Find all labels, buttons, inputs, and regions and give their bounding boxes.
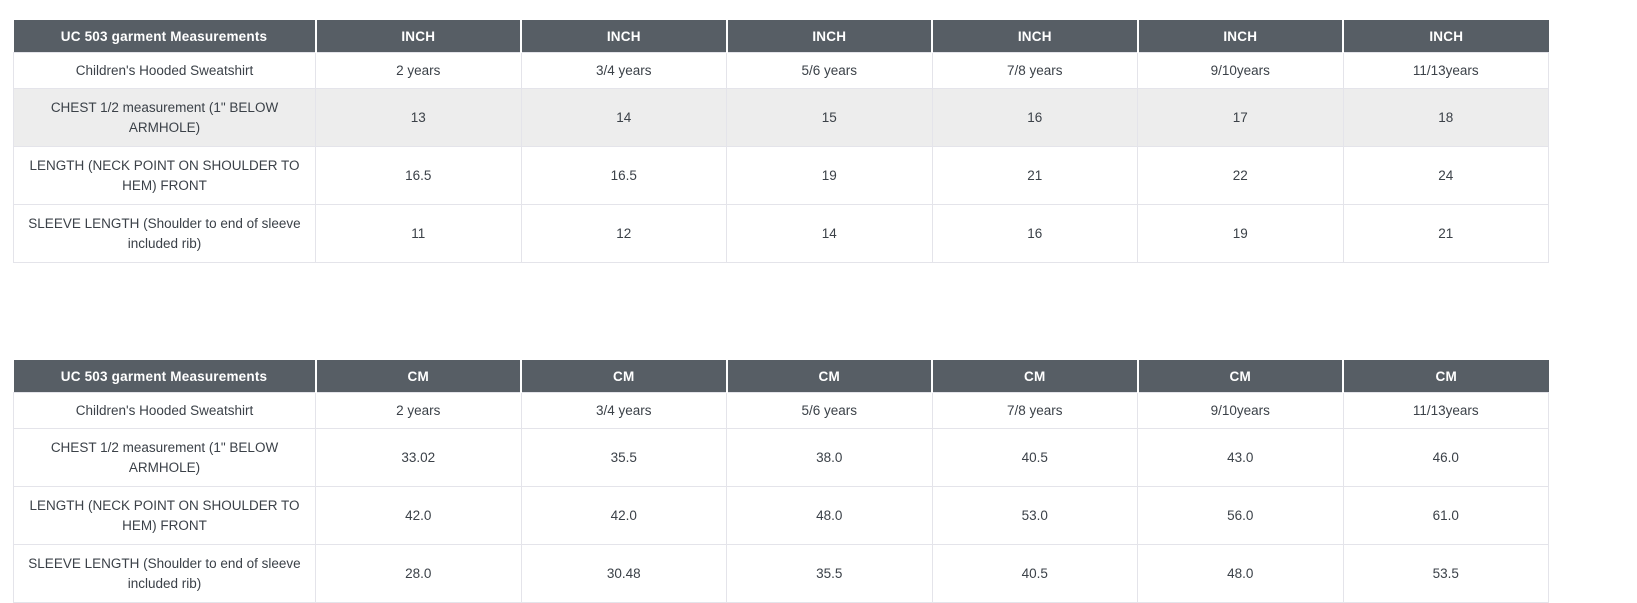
measurement-value-cell: 12 bbox=[520, 204, 727, 263]
product-label: Children's Hooded Sweatshirt bbox=[13, 392, 316, 429]
measurement-value-cell: 40.5 bbox=[931, 544, 1138, 603]
size-option-cell: 5/6 years bbox=[726, 52, 933, 89]
unit-header: INCH bbox=[520, 20, 727, 53]
measurement-value-cell: 17 bbox=[1137, 88, 1344, 147]
measurement-value-cell: 38.0 bbox=[726, 428, 933, 487]
size-option-cell: 11/13years bbox=[1342, 52, 1549, 89]
measurement-value-cell: 56.0 bbox=[1137, 486, 1344, 545]
size-table-cm: UC 503 garment Measurements CM CM CM CM CM CM C… bbox=[13, 360, 1549, 603]
measurement-value-cell: 48.0 bbox=[726, 486, 933, 545]
unit-header: CM bbox=[1136, 360, 1343, 393]
measurement-value-cell: 33.02 bbox=[315, 428, 522, 487]
table-header-row: UC 503 garment Measurements INCH INCH INCH I… bbox=[13, 20, 1549, 53]
measurement-row: SLEEVE LENGTH (Shoulder to end of sleeve… bbox=[13, 544, 1549, 603]
product-label: Children's Hooded Sweatshirt bbox=[13, 52, 316, 89]
measurement-value-cell: 53.0 bbox=[931, 486, 1138, 545]
table-title: UC 503 garment Measurements bbox=[13, 20, 316, 53]
measurement-value-cell: 42.0 bbox=[520, 486, 727, 545]
measurement-value-cell: 40.5 bbox=[931, 428, 1138, 487]
measurement-value-cell: 30.48 bbox=[520, 544, 727, 603]
measurement-value-cell: 16.5 bbox=[315, 146, 522, 205]
measurement-value-cell: 35.5 bbox=[726, 544, 933, 603]
measurement-value-cell: 42.0 bbox=[315, 486, 522, 545]
size-option-cell: 3/4 years bbox=[520, 392, 727, 429]
table-title: UC 503 garment Measurements bbox=[13, 360, 316, 393]
size-option-cell: 9/10years bbox=[1137, 52, 1344, 89]
size-option-cell: 11/13years bbox=[1342, 392, 1549, 429]
size-option-cell: 2 years bbox=[315, 52, 522, 89]
measurement-label: CHEST 1/2 measurement (1" BELOW ARMHOLE) bbox=[13, 428, 316, 487]
measurement-label: SLEEVE LENGTH (Shoulder to end of sleeve… bbox=[13, 544, 316, 603]
product-row: Children's Hooded Sweatshirt 2 years 3/4 y… bbox=[13, 52, 1549, 89]
measurement-value-cell: 19 bbox=[1137, 204, 1344, 263]
measurement-value-cell: 14 bbox=[520, 88, 727, 147]
measurement-value-cell: 22 bbox=[1137, 146, 1344, 205]
measurement-label: LENGTH (NECK POINT ON SHOULDER TO HEM) F… bbox=[13, 146, 316, 205]
size-option-cell: 2 years bbox=[315, 392, 522, 429]
measurement-value-cell: 43.0 bbox=[1137, 428, 1344, 487]
size-option-cell: 7/8 years bbox=[931, 392, 1138, 429]
unit-header: CM bbox=[314, 360, 521, 393]
measurement-label: SLEEVE LENGTH (Shoulder to end of sleeve… bbox=[13, 204, 316, 263]
measurement-row: SLEEVE LENGTH (Shoulder to end of sleeve… bbox=[13, 204, 1549, 263]
unit-header: CM bbox=[931, 360, 1138, 393]
unit-header: CM bbox=[520, 360, 727, 393]
measurement-value-cell: 16 bbox=[931, 204, 1138, 263]
size-table-inch: UC 503 garment Measurements INCH INCH INCH I… bbox=[13, 20, 1549, 263]
size-option-cell: 9/10years bbox=[1137, 392, 1344, 429]
measurement-value-cell: 21 bbox=[1342, 204, 1549, 263]
measurement-value-cell: 46.0 bbox=[1342, 428, 1549, 487]
unit-header: INCH bbox=[931, 20, 1138, 53]
measurement-value-cell: 21 bbox=[931, 146, 1138, 205]
measurement-value-cell: 19 bbox=[726, 146, 933, 205]
table-header-row: UC 503 garment Measurements CM CM CM CM CM CM bbox=[13, 360, 1549, 393]
measurement-value-cell: 61.0 bbox=[1342, 486, 1549, 545]
measurement-row: CHEST 1/2 measurement (1" BELOW ARMHOLE)… bbox=[13, 88, 1549, 147]
measurement-value-cell: 28.0 bbox=[315, 544, 522, 603]
measurement-row: LENGTH (NECK POINT ON SHOULDER TO HEM) F… bbox=[13, 486, 1549, 545]
measurement-value-cell: 14 bbox=[726, 204, 933, 263]
measurement-value-cell: 13 bbox=[315, 88, 522, 147]
measurement-value-cell: 48.0 bbox=[1137, 544, 1344, 603]
unit-header: CM bbox=[1342, 360, 1549, 393]
size-option-cell: 3/4 years bbox=[520, 52, 727, 89]
measurement-value-cell: 11 bbox=[315, 204, 522, 263]
measurement-value-cell: 24 bbox=[1342, 146, 1549, 205]
measurement-value-cell: 15 bbox=[726, 88, 933, 147]
measurement-row: LENGTH (NECK POINT ON SHOULDER TO HEM) F… bbox=[13, 146, 1549, 205]
unit-header: CM bbox=[725, 360, 932, 393]
measurement-value-cell: 16.5 bbox=[520, 146, 727, 205]
size-option-cell: 7/8 years bbox=[931, 52, 1138, 89]
measurement-value-cell: 16 bbox=[931, 88, 1138, 147]
measurement-label: CHEST 1/2 measurement (1" BELOW ARMHOLE) bbox=[13, 88, 316, 147]
unit-header: INCH bbox=[725, 20, 932, 53]
unit-header: INCH bbox=[1342, 20, 1549, 53]
product-row: Children's Hooded Sweatshirt 2 years 3/4 y… bbox=[13, 392, 1549, 429]
measurement-label: LENGTH (NECK POINT ON SHOULDER TO HEM) F… bbox=[13, 486, 316, 545]
size-option-cell: 5/6 years bbox=[726, 392, 933, 429]
measurement-value-cell: 53.5 bbox=[1342, 544, 1549, 603]
measurement-value-cell: 35.5 bbox=[520, 428, 727, 487]
unit-header: INCH bbox=[1136, 20, 1343, 53]
unit-header: INCH bbox=[314, 20, 521, 53]
measurement-value-cell: 18 bbox=[1342, 88, 1549, 147]
measurement-row: CHEST 1/2 measurement (1" BELOW ARMHOLE)… bbox=[13, 428, 1549, 487]
